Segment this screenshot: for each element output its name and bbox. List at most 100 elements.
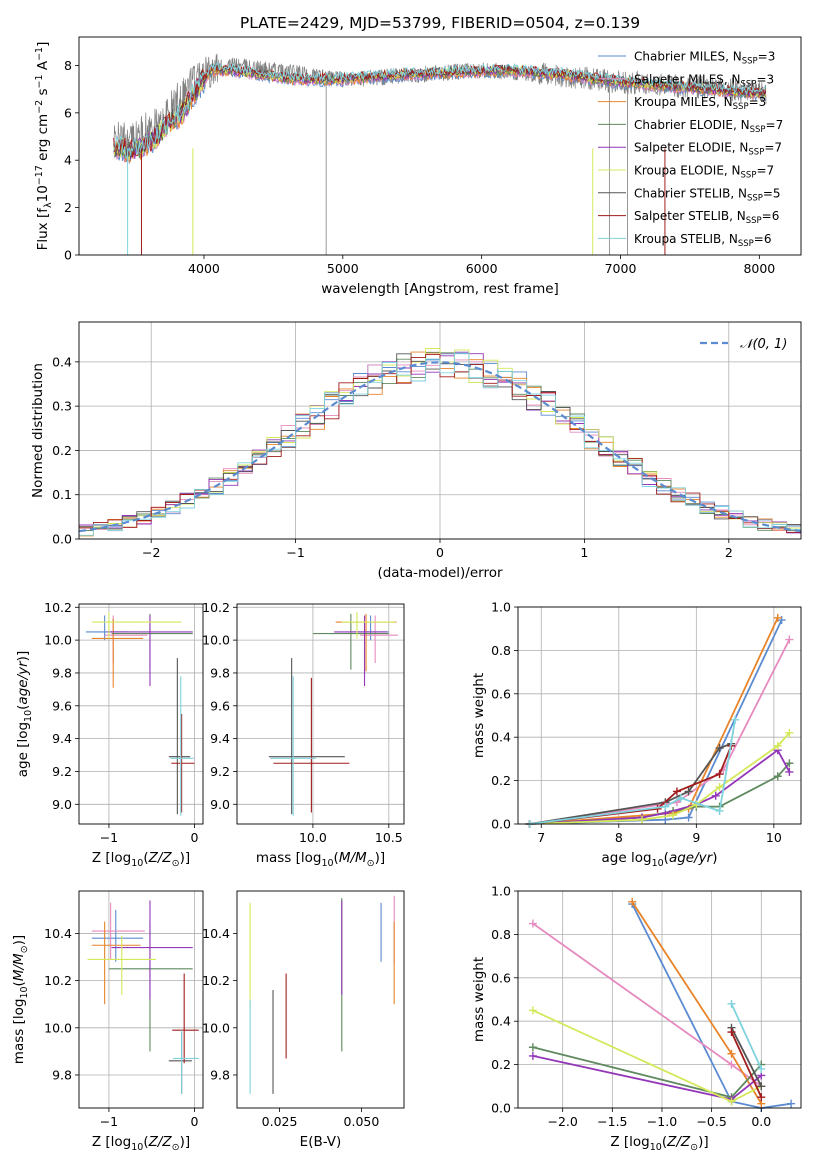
weight-marker	[757, 1064, 766, 1073]
weight-marker	[773, 613, 782, 622]
weight-line	[529, 748, 791, 825]
label-part: age [log	[15, 722, 31, 777]
data-point	[170, 676, 194, 816]
data-point	[270, 676, 316, 816]
data-point	[91, 909, 144, 962]
label-part: ]	[35, 42, 51, 47]
plot-area	[249, 895, 395, 1094]
weight-series	[628, 897, 766, 1108]
label-part: (	[662, 1134, 667, 1150]
data-point	[171, 714, 195, 813]
label-part: λ	[43, 202, 54, 208]
label-part: age/yr	[669, 850, 714, 866]
x-tick-label: 9	[692, 830, 700, 845]
weight-marker	[785, 635, 794, 644]
label-part: (	[334, 850, 339, 866]
legend-value: =6	[754, 232, 772, 246]
label-part: 10	[23, 710, 34, 722]
y-axis-label: Normed distribution	[30, 363, 46, 498]
plot-area	[85, 612, 195, 816]
label-part: Z/Z	[148, 850, 173, 866]
label-part: −2	[34, 100, 45, 114]
y-tick-label: 0.1	[52, 487, 72, 502]
y-tick-label: 9.4	[52, 731, 72, 746]
legend-text: Salpeter STELIB, N	[634, 209, 746, 223]
y-tick-label: 0.2	[52, 443, 72, 458]
label-part: )]	[15, 651, 31, 662]
weight-marker	[727, 1097, 736, 1106]
plot-area	[525, 613, 794, 828]
gaussian-curve	[78, 361, 802, 533]
x-axis-label: Z [log10(Z/Z⊙)]	[610, 1134, 708, 1153]
plot-area	[113, 53, 767, 255]
legend-subscript: SSP	[741, 171, 757, 181]
label-part: ⊙	[367, 858, 375, 869]
data-point	[87, 935, 156, 995]
y-tick-label: 9.8	[210, 1067, 230, 1082]
legend-subscript: SSP	[741, 79, 757, 89]
weight-series	[727, 1023, 766, 1091]
weight-marker	[773, 772, 782, 781]
weight-marker	[785, 767, 794, 776]
weight-marker	[715, 744, 724, 753]
legend-label: Salpeter STELIB, NSSP=6	[634, 209, 779, 226]
axes-frame	[236, 603, 405, 825]
label-part: M/M	[339, 850, 367, 866]
weight-marker	[684, 787, 693, 796]
weight-marker	[528, 1051, 537, 1060]
label-part: Z [log	[610, 1134, 649, 1150]
grid-lines	[518, 606, 801, 825]
weight-series	[727, 1028, 766, 1102]
weight-marker	[528, 1006, 537, 1015]
weight-marker	[628, 897, 637, 906]
legend-text: Kroupa STELIB, N	[634, 232, 738, 246]
weight-marker	[715, 806, 724, 815]
axes-frame	[78, 321, 802, 540]
axes-mass-vs-EBV: 0.025 0.050 9.8 10.0 10.2 10.4 E(B-V)	[202, 890, 405, 1150]
label-part: s	[35, 88, 51, 99]
x-axis-label: age log10(age/yr)	[602, 850, 718, 869]
x-tick-label: 7000	[605, 261, 637, 276]
weight-line	[529, 617, 779, 825]
y-tick-label: 0.6	[491, 686, 511, 701]
y-tick-label: 4	[64, 153, 72, 168]
data-point	[91, 921, 141, 1005]
axes-spectrum: 4000 5000 6000 7000 8000 0 2 4 6 8 Flux [fλ10−17 e…	[34, 36, 802, 297]
data-point	[85, 615, 129, 641]
x-tick-label: 0	[190, 830, 198, 845]
x-tick-label: 0.025	[262, 1114, 298, 1129]
weight-marker	[785, 759, 794, 768]
legend-label: Chabrier ELODIE, NSSP=7	[634, 118, 783, 135]
label-part: )]	[180, 850, 191, 866]
label-part: )]	[375, 850, 386, 866]
data-point	[168, 1032, 192, 1094]
y-tick-label: 10.0	[202, 1020, 230, 1035]
y-tick-label: 9.6	[52, 698, 72, 713]
x-tick-label: 10.0	[299, 830, 327, 845]
label-part: ⊙	[172, 858, 180, 869]
y-tick-label: 0.2	[491, 1057, 511, 1072]
x-tick-label: −2	[142, 545, 160, 560]
y-tick-label: 10.0	[202, 633, 230, 648]
label-part: −1	[34, 74, 45, 88]
axes-frame	[517, 890, 802, 1109]
y-tick-label: 10.0	[44, 1020, 72, 1035]
y-axis-label: mass weight	[471, 957, 487, 1042]
label-part: Z/Z	[148, 1134, 173, 1150]
axes-age-vs-Z: −1 09.09.29.49.69.810.010.2Z [log10(Z/Z⊙)…	[15, 600, 204, 869]
data-point	[91, 612, 182, 639]
weight-marker	[757, 1082, 766, 1091]
weight-line	[631, 903, 792, 1109]
y-tick-label: 10.2	[202, 600, 230, 615]
legend-label: Chabrier STELIB, NSSP=5	[634, 186, 781, 203]
label-part: 10	[35, 185, 51, 202]
label-part: (	[143, 1134, 148, 1150]
y-tick-label: 9.8	[210, 665, 230, 680]
data-point	[312, 613, 389, 670]
legend-text: Chabrier ELODIE, N	[634, 118, 750, 132]
axes-residuals: −2 −1 0 1 2 0.0 0.1 0.2 0.3 0.4 𝒩(0, 1) (data-model…	[30, 321, 802, 581]
y-tick-label: 9.8	[52, 665, 72, 680]
weight-marker	[669, 811, 678, 820]
